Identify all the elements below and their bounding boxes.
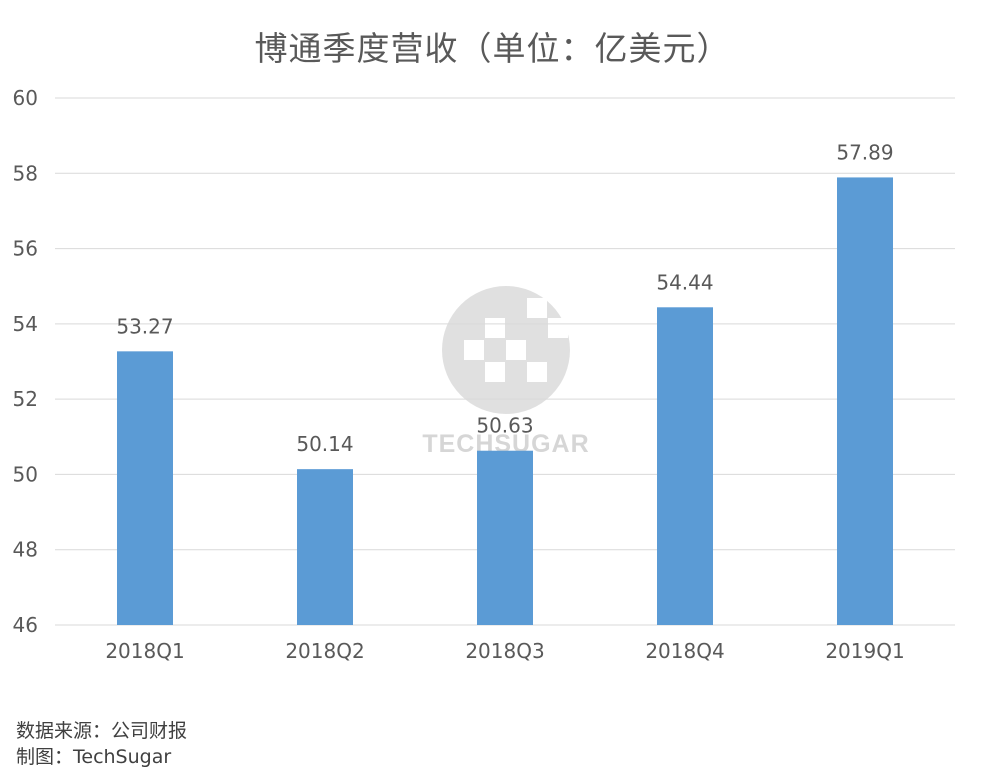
y-tick-label: 46 (13, 613, 38, 637)
data-label: 50.63 (476, 414, 533, 438)
credit-note: 制图：TechSugar (16, 746, 172, 768)
y-tick-label: 58 (13, 161, 38, 185)
x-tick-label: 2018Q4 (645, 639, 724, 663)
y-tick-label: 54 (13, 312, 38, 336)
source-note: 数据来源：公司财报 (16, 720, 188, 742)
x-tick-label: 2018Q2 (285, 639, 364, 663)
chart-title: 博通季度营收（单位：亿美元） (254, 29, 731, 68)
data-label: 50.14 (296, 432, 353, 456)
x-tick-label: 2018Q1 (105, 639, 184, 663)
data-label: 53.27 (116, 314, 173, 338)
y-tick-label: 50 (13, 462, 38, 486)
bar (657, 307, 713, 625)
bar (477, 450, 533, 625)
watermark-check-square (506, 340, 526, 360)
y-tick-label: 48 (13, 538, 38, 562)
y-tick-label: 56 (13, 237, 38, 261)
x-axis-ticks: 2018Q1 2018Q2 2018Q3 2018Q4 2019Q1 (105, 639, 904, 663)
y-tick-label: 52 (13, 387, 38, 411)
bar (117, 351, 173, 625)
x-tick-label: 2019Q1 (825, 639, 904, 663)
watermark-check-square (527, 362, 547, 382)
bars (117, 177, 893, 625)
watermark-check-square (485, 318, 505, 338)
bar (837, 177, 893, 625)
y-axis-ticks: 46 48 50 52 54 56 58 60 (13, 86, 38, 637)
techsugar-watermark: TECHSUGAR (422, 286, 589, 458)
data-label: 54.44 (656, 270, 713, 294)
watermark-check-square (527, 298, 547, 318)
watermark-check-square (548, 318, 568, 338)
bar (297, 469, 353, 625)
x-tick-label: 2018Q3 (465, 639, 544, 663)
y-tick-label: 60 (13, 86, 38, 110)
watermark-check-square (485, 362, 505, 382)
data-labels: 53.27 50.14 50.63 54.44 57.89 (116, 140, 893, 456)
watermark-check-square (464, 340, 484, 360)
data-label: 57.89 (836, 140, 893, 164)
